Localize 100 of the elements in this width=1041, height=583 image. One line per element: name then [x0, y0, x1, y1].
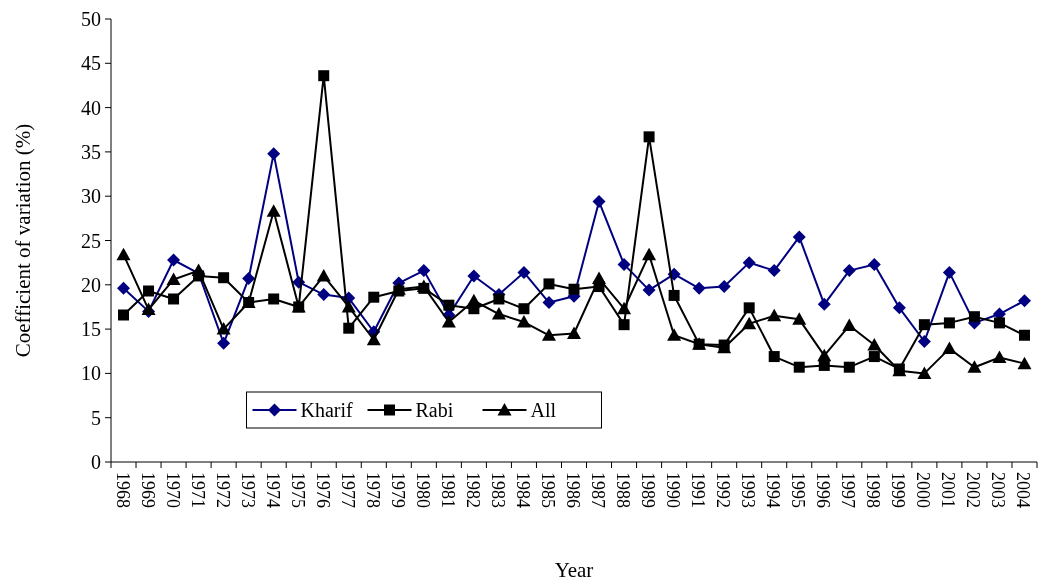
point [117, 281, 131, 295]
point [518, 303, 530, 315]
x-tick-label: 1990 [663, 472, 684, 508]
point [618, 319, 630, 331]
point [742, 256, 756, 270]
y-tick-label: 40 [81, 96, 101, 119]
point [466, 293, 481, 307]
point [917, 366, 932, 379]
point [316, 268, 331, 282]
point [943, 317, 955, 329]
point [992, 350, 1007, 363]
y-tick-label: 30 [81, 185, 101, 208]
point [792, 230, 806, 244]
x-tick-label: 1979 [387, 472, 408, 508]
x-tick-label: 1984 [512, 472, 533, 508]
point [842, 264, 856, 278]
x-tick-label: 1997 [838, 472, 859, 508]
point [441, 315, 456, 328]
point [268, 293, 280, 305]
x-tick-label: 1970 [162, 472, 183, 508]
point [1017, 294, 1031, 308]
point [118, 309, 130, 321]
point [216, 322, 231, 335]
x-tick-label: 1994 [763, 472, 784, 508]
x-tick-label: 1976 [312, 472, 333, 508]
x-tick-label: 1986 [563, 472, 583, 508]
x-tick-label: 2004 [1013, 472, 1034, 508]
point [116, 247, 131, 261]
y-tick-label: 5 [91, 406, 101, 429]
x-tick-label: 1971 [187, 472, 208, 508]
point [792, 312, 807, 325]
point [266, 204, 281, 217]
point [843, 361, 855, 373]
point [617, 257, 631, 271]
point [168, 293, 180, 305]
point [491, 307, 506, 320]
point [368, 291, 380, 303]
legend-label: All [530, 399, 557, 421]
x-tick-label: 1980 [412, 472, 433, 508]
y-tick-label: 50 [81, 8, 101, 30]
legend-label: Rabi [415, 399, 454, 421]
point [642, 247, 657, 261]
point [317, 288, 331, 302]
x-tick-label: 2000 [913, 472, 934, 508]
point [567, 326, 581, 340]
point [867, 257, 881, 271]
point [592, 271, 607, 285]
point [918, 319, 930, 331]
x-tick-label: 1995 [788, 472, 809, 508]
point [767, 308, 782, 322]
point [341, 299, 356, 313]
point [493, 293, 505, 305]
x-axis-title: Year [554, 558, 594, 582]
x-tick-label: 2003 [988, 472, 1009, 508]
point [443, 299, 455, 311]
point [166, 272, 181, 285]
y-tick-label: 10 [81, 362, 101, 385]
point [968, 311, 980, 323]
point [541, 328, 556, 341]
x-tick-label: 1981 [437, 472, 458, 508]
x-tick-label: 1969 [137, 472, 158, 508]
point [892, 301, 906, 315]
point [967, 360, 982, 373]
point [417, 264, 431, 278]
y-axis-title: Coefficient of variation (%) [11, 123, 35, 358]
y-tick-label: 45 [81, 52, 101, 75]
point [993, 317, 1005, 329]
legend-label: Kharif [300, 399, 354, 421]
point [767, 264, 781, 278]
x-tick-label: 1999 [888, 472, 909, 508]
point [817, 348, 832, 362]
point [517, 265, 531, 279]
y-tick-label: 15 [81, 318, 101, 341]
point [343, 322, 355, 334]
y-tick-label: 0 [91, 451, 101, 473]
point [643, 131, 655, 143]
x-tick-label: 1972 [212, 472, 233, 508]
x-tick-label: 1991 [688, 472, 709, 508]
point [318, 70, 330, 82]
x-tick-label: 1978 [362, 472, 383, 508]
point [667, 328, 682, 341]
point [242, 272, 256, 286]
point [568, 283, 580, 295]
point [592, 195, 606, 209]
point [366, 332, 381, 346]
y-tick-label: 25 [81, 229, 101, 252]
point [516, 315, 531, 328]
x-tick-label: 1998 [863, 472, 884, 508]
point [692, 281, 706, 295]
point [167, 253, 181, 267]
x-tick-label: 1993 [738, 472, 759, 508]
point [743, 302, 755, 314]
x-tick-label: 1989 [638, 472, 659, 508]
point [1018, 329, 1030, 341]
point [1017, 356, 1032, 370]
x-tick-label: 1982 [462, 472, 483, 508]
x-tick-label: 1987 [588, 472, 609, 508]
point [542, 296, 556, 310]
point [543, 278, 555, 290]
x-tick-label: 2001 [938, 472, 959, 508]
